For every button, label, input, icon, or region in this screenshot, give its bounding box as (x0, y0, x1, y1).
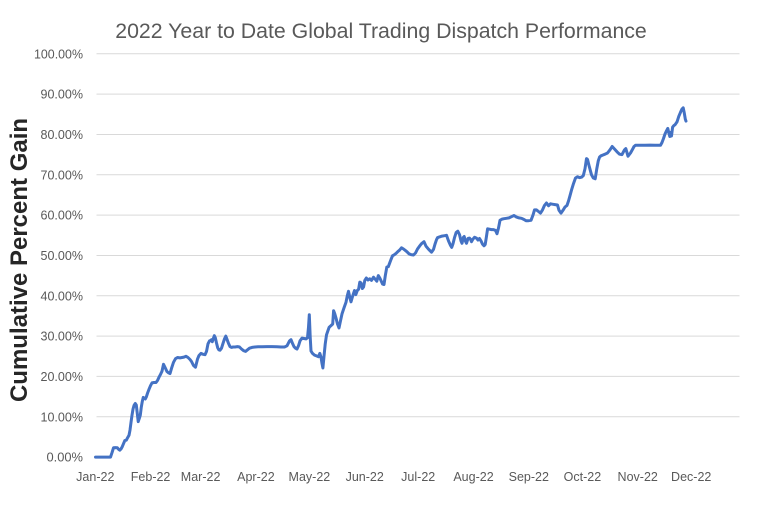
svg-text:60.00%: 60.00% (41, 209, 84, 223)
svg-text:30.00%: 30.00% (41, 330, 84, 344)
svg-text:20.00%: 20.00% (41, 370, 84, 384)
svg-text:90.00%: 90.00% (41, 88, 84, 102)
svg-text:70.00%: 70.00% (41, 168, 84, 182)
svg-text:Feb-22: Feb-22 (131, 470, 171, 484)
svg-text:Dec-22: Dec-22 (671, 470, 711, 484)
svg-text:Jun-22: Jun-22 (346, 470, 384, 484)
svg-text:Sep-22: Sep-22 (509, 470, 549, 484)
svg-text:Jan-22: Jan-22 (76, 470, 114, 484)
svg-text:0.00%: 0.00% (47, 451, 84, 465)
svg-text:Cumulative Percent Gain: Cumulative Percent Gain (6, 118, 33, 402)
svg-text:Mar-22: Mar-22 (181, 470, 221, 484)
svg-text:Oct-22: Oct-22 (564, 470, 602, 484)
svg-text:Apr-22: Apr-22 (237, 470, 275, 484)
svg-text:100.00%: 100.00% (34, 47, 83, 61)
svg-text:May-22: May-22 (289, 470, 331, 484)
svg-text:50.00%: 50.00% (41, 249, 84, 263)
svg-text:Aug-22: Aug-22 (453, 470, 493, 484)
svg-text:40.00%: 40.00% (41, 289, 84, 303)
svg-text:10.00%: 10.00% (41, 410, 84, 424)
svg-text:2022 Year to Date Global Tradi: 2022 Year to Date Global Trading Dispatc… (115, 19, 647, 43)
svg-text:80.00%: 80.00% (41, 128, 84, 142)
svg-text:Jul-22: Jul-22 (401, 470, 435, 484)
svg-text:Nov-22: Nov-22 (618, 470, 658, 484)
